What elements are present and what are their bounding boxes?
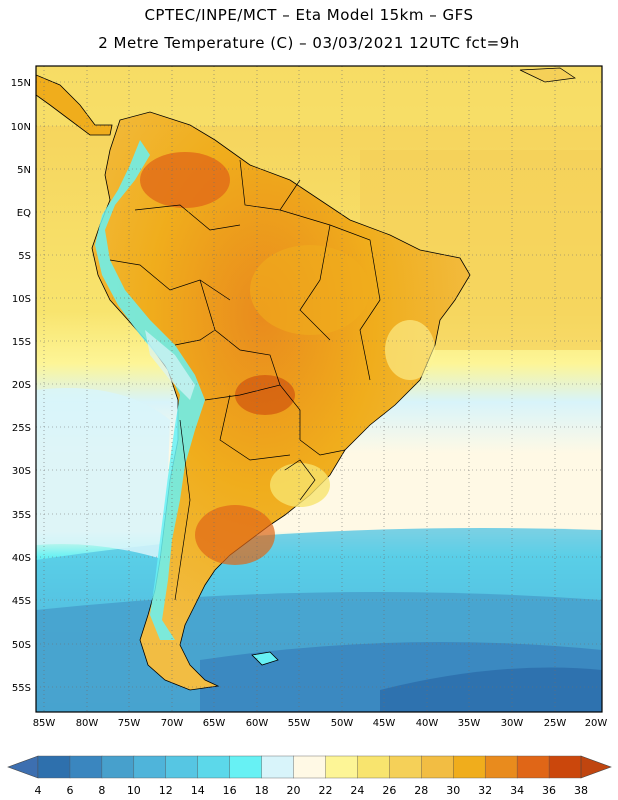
cool-area-uruguay	[270, 463, 330, 507]
color-scale-swatch	[261, 755, 295, 779]
lon-label: 30W	[501, 718, 524, 729]
andes-highlands	[145, 330, 195, 400]
map-field	[36, 66, 602, 712]
lat-label: 15S	[12, 337, 31, 348]
color-scale-label: 24	[350, 784, 364, 797]
color-scale-low-arrow	[7, 755, 39, 779]
color-scale-swatch	[69, 755, 103, 779]
longitude-labels: 85W 80W 75W 70W 65W 60W 55W 50W 45W 40W …	[33, 718, 608, 729]
lon-label: 50W	[331, 718, 354, 729]
color-scale-label: 14	[191, 784, 205, 797]
central-america-land	[36, 74, 113, 136]
color-scale-swatch	[293, 755, 326, 779]
lat-label: 55S	[12, 683, 31, 694]
color-scale-label: 4	[35, 784, 42, 797]
color-scale-label: 34	[510, 784, 524, 797]
lon-label: 65W	[203, 718, 226, 729]
color-scale-swatch	[197, 755, 231, 779]
cool-area-east-brazil	[385, 320, 435, 380]
color-scale-swatch	[389, 755, 422, 779]
color-scale-high-arrow	[580, 755, 612, 779]
color-scale-swatch	[37, 755, 71, 779]
hot-core-chaco	[235, 375, 295, 415]
latitude-labels: 15N 10N 5N EQ 5S 10S 15S 20S 25S 30S 35S…	[11, 78, 31, 694]
lat-label: 30S	[12, 466, 31, 477]
lat-label: EQ	[17, 208, 31, 219]
caribbean-islands	[519, 67, 576, 83]
lon-label: 45W	[373, 718, 396, 729]
lon-label: 75W	[118, 718, 141, 729]
caribbean-band	[36, 66, 602, 126]
country-borders	[109, 159, 381, 601]
lon-label: 70W	[161, 718, 184, 729]
color-scale-label: 30	[446, 784, 460, 797]
pacific-cool-tongue	[36, 388, 170, 560]
color-scale-swatch	[421, 755, 454, 779]
lat-label: 5S	[18, 251, 31, 262]
hot-core-patagonia-north	[195, 505, 275, 565]
color-scale-swatch	[229, 755, 263, 779]
color-scale-label: 20	[287, 784, 301, 797]
lat-label: 5N	[17, 165, 31, 176]
color-scale-swatch	[101, 755, 135, 779]
color-scale-label: 16	[223, 784, 237, 797]
color-scale-swatch	[453, 755, 486, 779]
lat-label: 10N	[11, 122, 31, 133]
color-scale-label: 8	[98, 784, 105, 797]
lon-label: 80W	[76, 718, 99, 729]
chart-title-line-1: CPTEC/INPE/MCT – Eta Model 15km – GFS	[144, 6, 474, 24]
lat-label: 20S	[12, 380, 31, 391]
lon-label: 20W	[585, 718, 608, 729]
lon-label: 55W	[288, 718, 311, 729]
lon-label: 35W	[458, 718, 481, 729]
lat-label: 35S	[12, 510, 31, 521]
cold-ocean-band-4	[380, 667, 602, 712]
map-frame	[35, 65, 603, 713]
falkland-islands	[251, 651, 279, 666]
lat-label: 45S	[12, 596, 31, 607]
lat-label: 40S	[12, 553, 31, 564]
color-scale-swatch	[484, 755, 518, 779]
color-scale-label: 22	[318, 784, 332, 797]
hot-core-venezuela	[140, 152, 230, 208]
warm-core-brazil	[250, 245, 370, 335]
color-scale-label: 18	[255, 784, 269, 797]
color-scale-label: 36	[542, 784, 556, 797]
color-scale-label: 10	[127, 784, 141, 797]
color-scale-swatch	[325, 755, 358, 779]
color-scale-label: 32	[478, 784, 492, 797]
lon-label: 60W	[246, 718, 269, 729]
color-scale-swatches	[37, 755, 582, 779]
color-scale-swatch	[357, 755, 390, 779]
color-scale-bar: 4 6 8 10 12 14 16 18 20 22 24 26 28 30 32 34 36 38	[7, 755, 612, 797]
color-scale-swatch	[133, 755, 167, 779]
chart-title-line-2: 2 Metre Temperature (C) – 03/03/2021 12U…	[98, 34, 520, 52]
lat-label: 10S	[12, 294, 31, 305]
color-scale-label: 28	[414, 784, 428, 797]
lon-label: 85W	[33, 718, 56, 729]
lat-label: 50S	[12, 640, 31, 651]
color-scale-labels: 4 6 8 10 12 14 16 18 20 22 24 26 28 30 32 34 36 38	[35, 784, 589, 797]
lat-label: 15N	[11, 78, 31, 89]
color-scale-label: 26	[382, 784, 396, 797]
lat-label: 25S	[12, 423, 31, 434]
lon-label: 40W	[416, 718, 439, 729]
color-scale-swatch	[548, 755, 582, 779]
color-scale-swatch	[165, 755, 199, 779]
color-scale-label: 38	[574, 784, 588, 797]
lon-label: 25W	[544, 718, 567, 729]
color-scale-label: 6	[66, 784, 73, 797]
color-scale-swatch	[516, 755, 550, 779]
color-scale-label: 12	[159, 784, 173, 797]
